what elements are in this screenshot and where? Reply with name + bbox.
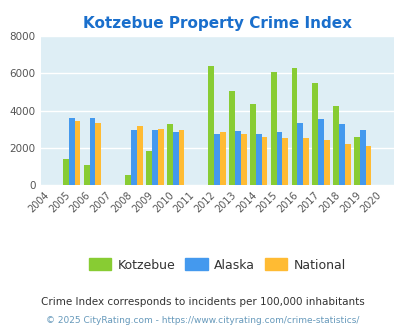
Bar	[151, 130, 158, 185]
Bar	[83, 165, 90, 185]
Bar	[146, 151, 151, 185]
Bar	[240, 134, 246, 185]
Bar	[229, 91, 234, 185]
Text: Crime Index corresponds to incidents per 100,000 inhabitants: Crime Index corresponds to incidents per…	[41, 297, 364, 307]
Bar	[220, 132, 225, 185]
Bar	[338, 123, 344, 185]
Bar	[318, 119, 323, 185]
Bar	[282, 138, 288, 185]
Bar	[311, 83, 318, 185]
Legend: Kotzebue, Alaska, National: Kotzebue, Alaska, National	[83, 253, 350, 277]
Bar	[276, 132, 282, 185]
Bar	[303, 138, 308, 185]
Bar	[333, 106, 338, 185]
Bar	[270, 72, 276, 185]
Bar	[323, 140, 329, 185]
Bar	[172, 132, 178, 185]
Bar	[214, 134, 220, 185]
Bar	[166, 124, 172, 185]
Title: Kotzebue Property Crime Index: Kotzebue Property Crime Index	[83, 16, 351, 31]
Bar	[297, 123, 303, 185]
Bar	[178, 130, 184, 185]
Bar	[291, 68, 297, 185]
Bar	[136, 126, 143, 185]
Bar	[208, 66, 214, 185]
Bar	[249, 104, 255, 185]
Bar	[131, 130, 136, 185]
Bar	[353, 138, 359, 185]
Bar	[234, 131, 240, 185]
Bar	[344, 144, 350, 185]
Bar	[63, 159, 69, 185]
Bar	[255, 134, 261, 185]
Text: © 2025 CityRating.com - https://www.cityrating.com/crime-statistics/: © 2025 CityRating.com - https://www.city…	[46, 316, 359, 325]
Bar	[95, 123, 101, 185]
Bar	[125, 175, 131, 185]
Bar	[261, 137, 267, 185]
Bar	[364, 146, 371, 185]
Bar	[69, 118, 75, 185]
Bar	[75, 121, 80, 185]
Bar	[90, 118, 95, 185]
Bar	[158, 129, 163, 185]
Bar	[359, 130, 364, 185]
